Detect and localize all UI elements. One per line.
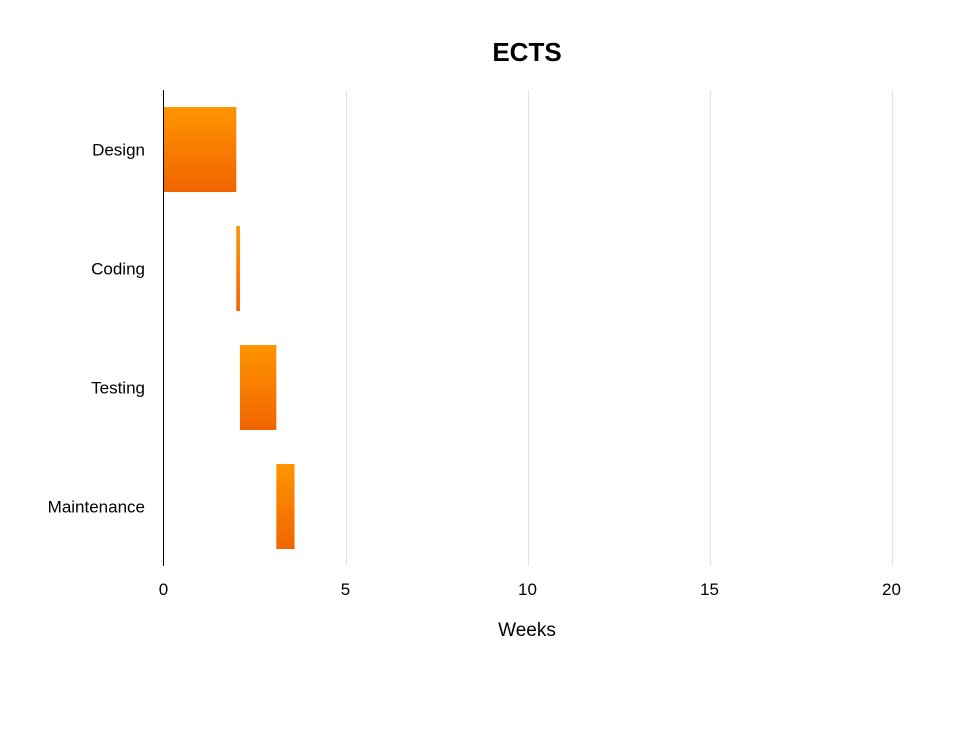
bars: [163, 107, 295, 549]
grid-lines: [346, 90, 893, 566]
x-tick-label: 0: [159, 580, 168, 599]
x-tick-label: 5: [341, 580, 350, 599]
chart-title: ECTS: [492, 37, 561, 67]
bar-design: [163, 107, 237, 192]
category-label: Testing: [91, 379, 145, 398]
bar-testing: [239, 345, 277, 430]
category-label: Design: [92, 141, 145, 160]
x-axis-title: Weeks: [498, 620, 556, 641]
category-labels: Design Coding Testing Maintenance: [48, 141, 145, 517]
bar-coding: [236, 226, 240, 311]
category-label: Coding: [91, 260, 145, 279]
x-tick-label: 15: [700, 580, 719, 599]
x-tick-labels: 0 5 10 15 20: [159, 580, 901, 599]
x-tick-label: 20: [882, 580, 901, 599]
x-tick-label: 10: [518, 580, 537, 599]
bar-maintenance: [276, 464, 295, 549]
category-label: Maintenance: [48, 498, 145, 517]
